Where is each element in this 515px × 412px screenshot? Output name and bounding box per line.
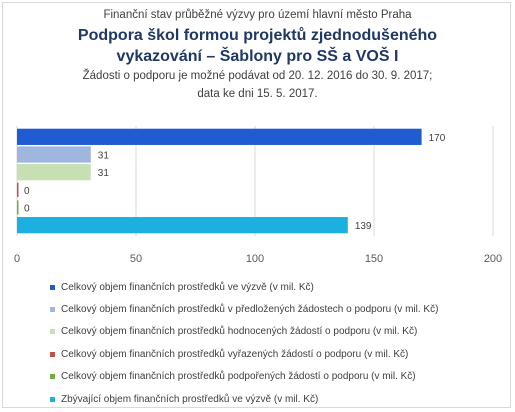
legend-item: Celkový objem finančních prostředků ve v… (50, 276, 510, 298)
x-tick-label: 50 (130, 253, 142, 265)
legend-item: Celkový objem finančních prostředků podp… (50, 366, 510, 388)
bar (17, 164, 91, 181)
data-label: 31 (98, 151, 110, 162)
data-label: 0 (24, 204, 30, 215)
legend-item: Celkový objem finančních prostředků vyřa… (50, 343, 510, 365)
chart-note-line-1: Žádosti o podporu je možné podávat od 20… (82, 70, 433, 82)
legend-swatch (50, 329, 55, 335)
legend-swatch (50, 396, 55, 402)
legend-label: Celkový objem finančních prostředků podp… (61, 371, 416, 383)
bar (17, 217, 348, 234)
data-label: 31 (98, 168, 110, 179)
legend-item: Celkový objem finančních prostředků v př… (50, 298, 510, 320)
data-label: 170 (429, 133, 446, 144)
legend-item: Zbývající objem finančních prostředků ve… (50, 388, 510, 410)
legend-label: Celkový objem finančních prostředků hodn… (61, 326, 418, 338)
bar-zero-marker (17, 182, 19, 197)
legend-label: Celkový objem finančních prostředků ve v… (61, 281, 314, 293)
legend-swatch (50, 307, 55, 313)
chart-frame (2, 2, 511, 408)
legend-label: Celkový objem finančních prostředků v př… (61, 304, 439, 316)
legend-swatch (50, 351, 55, 357)
chart-title-line-1: Podpora škol formou projektů zjednodušen… (77, 27, 438, 44)
x-tick-label: 0 (14, 253, 20, 265)
legend-label: Celkový objem finančních prostředků vyřa… (61, 348, 409, 360)
legend-label: Zbývající objem finančních prostředků ve… (61, 393, 319, 405)
legend-item: Celkový objem finančních prostředků hodn… (50, 321, 510, 343)
chart-title-line-2: vykazování – Šablony pro SŠ a VOŠ I (116, 48, 399, 65)
chart-legend: Celkový objem finančních prostředků ve v… (50, 276, 510, 410)
legend-swatch (50, 374, 55, 380)
data-label: 139 (355, 221, 372, 232)
bar-zero-marker (17, 200, 19, 215)
bar (17, 146, 91, 163)
x-tick-label: 150 (365, 253, 383, 265)
legend-swatch (50, 284, 55, 290)
bar (17, 128, 422, 145)
data-label: 0 (24, 186, 30, 197)
chart-note-line-2: data ke dni 15. 5. 2017. (197, 88, 318, 100)
x-tick-label: 100 (246, 253, 264, 265)
chart-header-line: Finanční stav průběžné výzvy pro území h… (103, 9, 412, 21)
x-tick-label: 200 (484, 253, 502, 265)
